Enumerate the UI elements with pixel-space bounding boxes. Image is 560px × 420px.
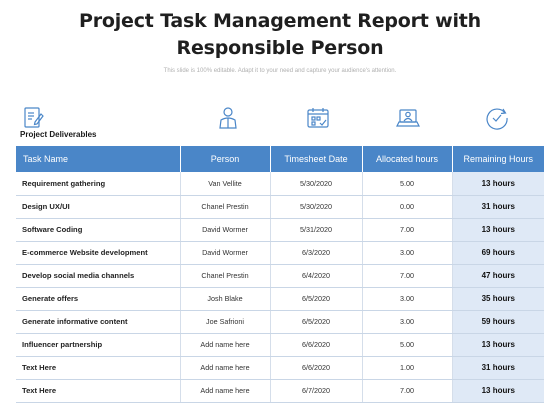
cell-person: Add name here bbox=[180, 379, 271, 403]
icon-row bbox=[0, 105, 560, 135]
page-title-line-2: Responsible Person bbox=[176, 37, 384, 59]
cell-remaining: 69 hours bbox=[452, 241, 544, 265]
cell-remaining: 31 hours bbox=[452, 356, 544, 380]
task-table: Task Name Person Timesheet Date Allocate… bbox=[16, 146, 544, 403]
cell-remaining: 59 hours bbox=[452, 310, 544, 334]
clock-check-icon bbox=[484, 105, 510, 131]
cell-remaining: 31 hours bbox=[452, 195, 544, 219]
cell-date: 5/31/2020 bbox=[270, 218, 363, 242]
cell-date: 6/5/2020 bbox=[270, 287, 363, 311]
person-icon bbox=[215, 105, 241, 131]
cell-task: E-commerce Website development bbox=[16, 241, 181, 265]
header-allocated-hours: Allocated hours bbox=[362, 146, 453, 172]
calendar-icon bbox=[305, 105, 331, 131]
table-row: Text Here Add name here 6/7/2020 7.00 13… bbox=[16, 379, 544, 403]
cell-task: Requirement gathering bbox=[16, 172, 181, 196]
page-subtitle: This slide is 100% editable. Adapt it to… bbox=[163, 68, 397, 74]
cell-allocated: 1.00 bbox=[362, 356, 453, 380]
cell-task: Text Here bbox=[16, 379, 181, 403]
document-edit-icon bbox=[20, 105, 46, 131]
cell-person: Add name here bbox=[180, 333, 271, 357]
cell-task: Software Coding bbox=[16, 218, 181, 242]
cell-date: 6/6/2020 bbox=[270, 333, 363, 357]
laptop-user-icon bbox=[395, 105, 421, 131]
cell-date: 6/3/2020 bbox=[270, 241, 363, 265]
table-header-row: Task Name Person Timesheet Date Allocate… bbox=[16, 146, 544, 172]
cell-allocated: 7.00 bbox=[362, 218, 453, 242]
cell-person: David Wormer bbox=[180, 241, 271, 265]
cell-date: 5/30/2020 bbox=[270, 195, 363, 219]
table-row: Generate informative content Joe Safrion… bbox=[16, 310, 544, 334]
cell-allocated: 5.00 bbox=[362, 333, 453, 357]
cell-remaining: 13 hours bbox=[452, 379, 544, 403]
page-title-line-1: Project Task Management Report with bbox=[79, 10, 481, 32]
cell-person: Josh Blake bbox=[180, 287, 271, 311]
table-row: Influencer partnership Add name here 6/6… bbox=[16, 333, 544, 357]
cell-date: 6/6/2020 bbox=[270, 356, 363, 380]
cell-allocated: 7.00 bbox=[362, 264, 453, 288]
cell-allocated: 7.00 bbox=[362, 379, 453, 403]
cell-allocated: 0.00 bbox=[362, 195, 453, 219]
cell-task: Text Here bbox=[16, 356, 181, 380]
cell-person: Chanel Prestin bbox=[180, 264, 271, 288]
cell-person: David Wormer bbox=[180, 218, 271, 242]
table-row: Requirement gathering Van Vellite 5/30/2… bbox=[16, 172, 544, 196]
header-task-name: Task Name bbox=[16, 146, 181, 172]
cell-remaining: 13 hours bbox=[452, 333, 544, 357]
cell-allocated: 3.00 bbox=[362, 287, 453, 311]
table-row: Generate offers Josh Blake 6/5/2020 3.00… bbox=[16, 287, 544, 311]
cell-task: Generate informative content bbox=[16, 310, 181, 334]
table-row: Design UX/UI Chanel Prestin 5/30/2020 0.… bbox=[16, 195, 544, 219]
cell-task: Develop social media channels bbox=[16, 264, 181, 288]
header-timesheet-date: Timesheet Date bbox=[270, 146, 363, 172]
cell-date: 6/5/2020 bbox=[270, 310, 363, 334]
cell-task: Design UX/UI bbox=[16, 195, 181, 219]
cell-person: Joe Safrioni bbox=[180, 310, 271, 334]
cell-date: 5/30/2020 bbox=[270, 172, 363, 196]
cell-allocated: 3.00 bbox=[362, 310, 453, 334]
header-remaining-hours: Remaining Hours bbox=[452, 146, 544, 172]
table-row: Software Coding David Wormer 5/31/2020 7… bbox=[16, 218, 544, 242]
table-row: Text Here Add name here 6/6/2020 1.00 31… bbox=[16, 356, 544, 380]
cell-remaining: 13 hours bbox=[452, 172, 544, 196]
cell-remaining: 13 hours bbox=[452, 218, 544, 242]
table-row: E-commerce Website development David Wor… bbox=[16, 241, 544, 265]
cell-allocated: 3.00 bbox=[362, 241, 453, 265]
cell-person: Chanel Prestin bbox=[180, 195, 271, 219]
cell-task: Influencer partnership bbox=[16, 333, 181, 357]
header-person: Person bbox=[180, 146, 271, 172]
cell-task: Generate offers bbox=[16, 287, 181, 311]
section-label-project-deliverables: Project Deliverables bbox=[20, 130, 97, 139]
title-block: Project Task Management Report with Resp… bbox=[0, 8, 560, 74]
cell-date: 6/4/2020 bbox=[270, 264, 363, 288]
cell-person: Van Vellite bbox=[180, 172, 271, 196]
cell-allocated: 5.00 bbox=[362, 172, 453, 196]
cell-person: Add name here bbox=[180, 356, 271, 380]
cell-remaining: 47 hours bbox=[452, 264, 544, 288]
cell-remaining: 35 hours bbox=[452, 287, 544, 311]
table-row: Develop social media channels Chanel Pre… bbox=[16, 264, 544, 288]
cell-date: 6/7/2020 bbox=[270, 379, 363, 403]
